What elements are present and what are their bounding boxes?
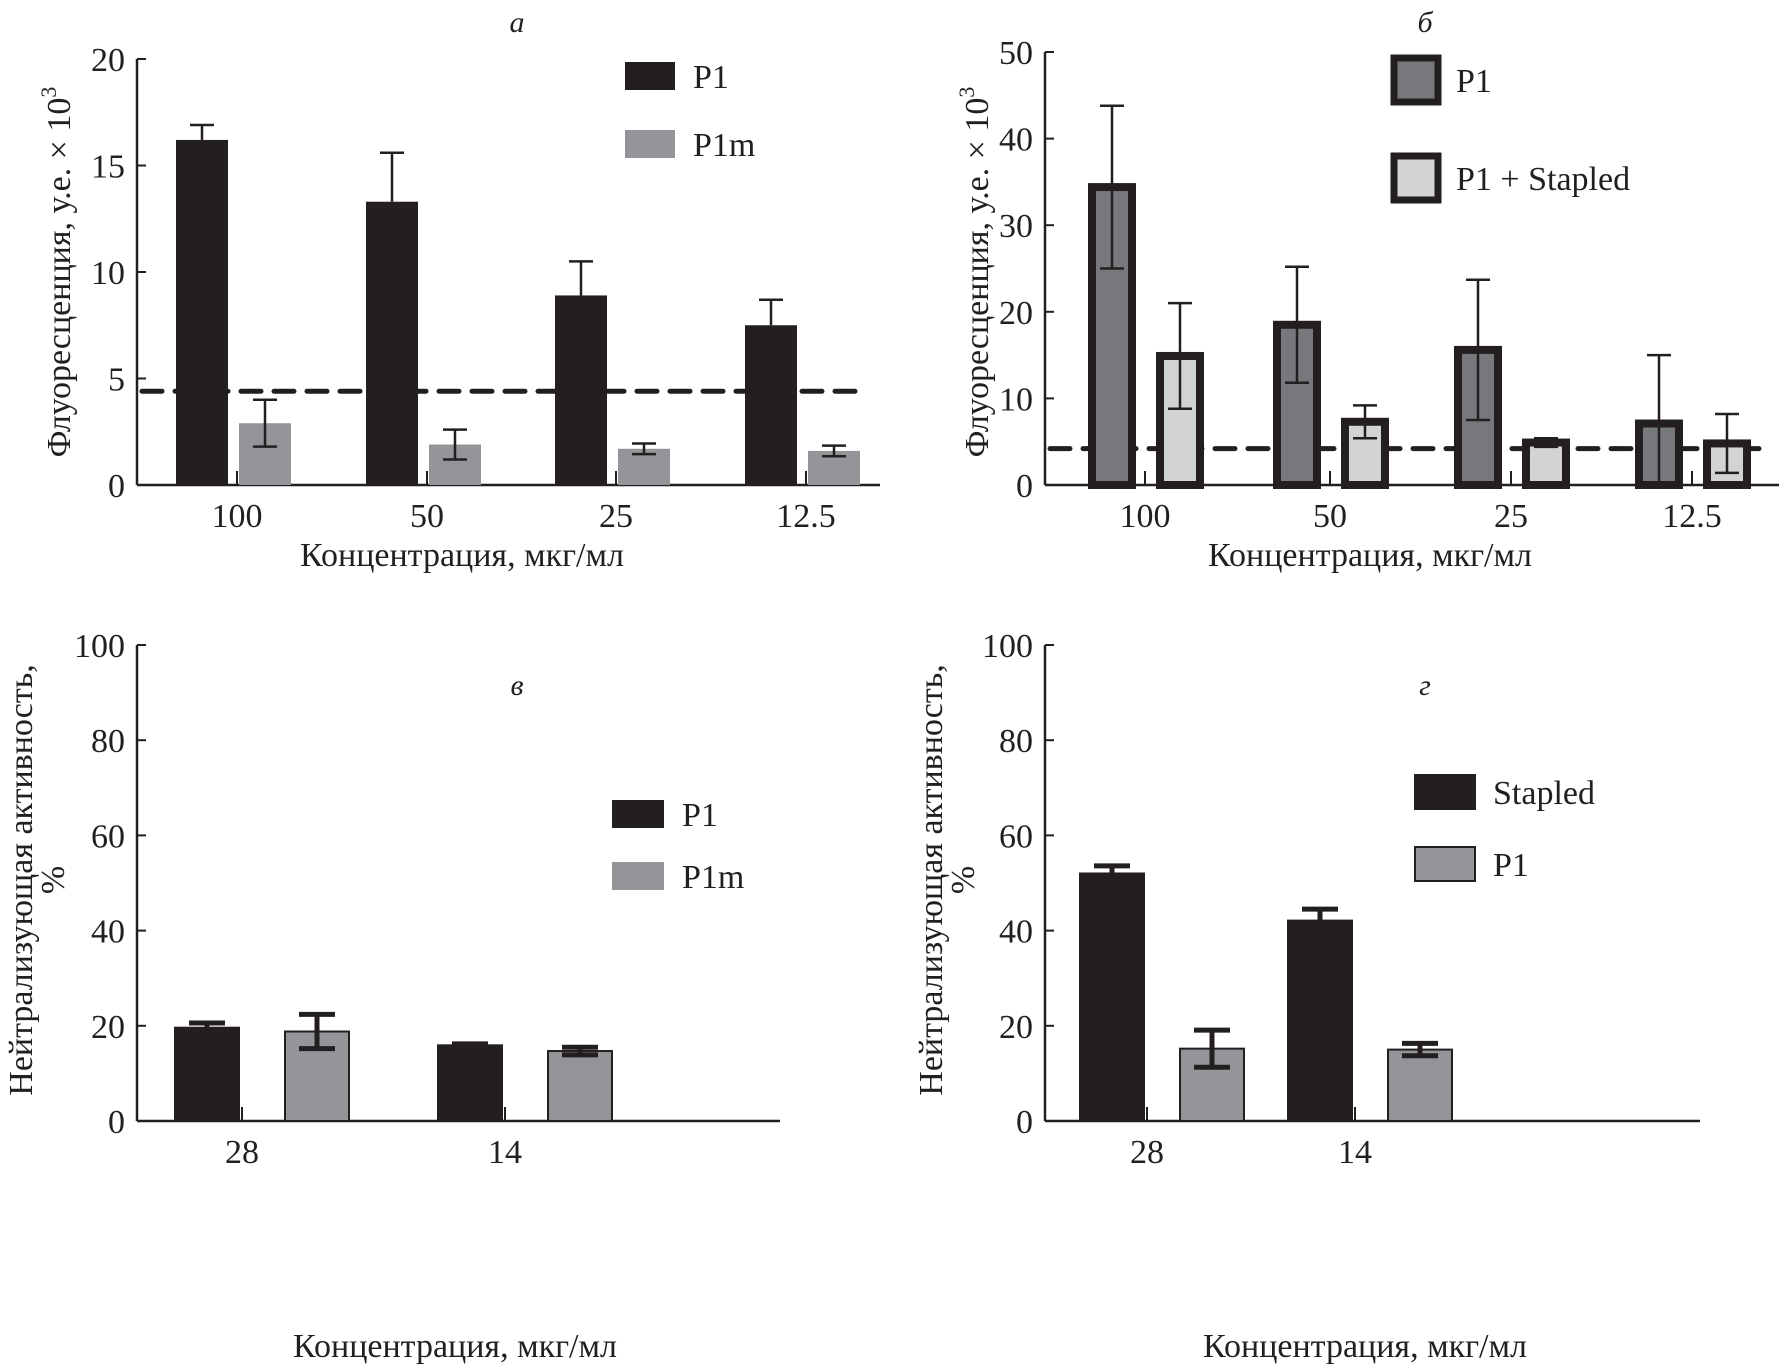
x-tick-label: 100 bbox=[212, 498, 263, 535]
x-tick-label: 28 bbox=[1130, 1134, 1164, 1171]
panel-a-chart: а Флуоресценция, у.е. × 103 Концентрация… bbox=[36, 6, 880, 574]
y-tick-label: 40 bbox=[91, 914, 125, 951]
y-tick-label: 40 bbox=[999, 914, 1033, 951]
y-tick-label: 30 bbox=[999, 208, 1033, 245]
legend-label: P1 bbox=[1456, 63, 1492, 100]
panel-a-letter: а bbox=[510, 6, 525, 39]
panel-b-ylabel-sup: 3 bbox=[954, 87, 979, 98]
bar-p1 bbox=[1273, 320, 1321, 490]
y-tick-label: 5 bbox=[108, 362, 125, 399]
y-tick-label: 20 bbox=[999, 295, 1033, 332]
legend-label: P1 bbox=[682, 797, 718, 834]
y-tick-label: 10 bbox=[999, 381, 1033, 418]
y-tick-label: 80 bbox=[999, 723, 1033, 760]
legend-swatch bbox=[612, 862, 664, 890]
panel-c-chart: в Нейтрализующая активность, % Концентра… bbox=[3, 628, 780, 1365]
x-tick-label: 14 bbox=[1338, 1134, 1372, 1171]
bar-p1 bbox=[1387, 1048, 1453, 1122]
x-tick-label: 12.5 bbox=[1662, 498, 1722, 535]
panel-a-ylabel: Флуоресценция, у.е. × 10 bbox=[41, 98, 78, 458]
svg-text:Флуоресценция, у.е. × 103: Флуоресценция, у.е. × 103 bbox=[36, 87, 78, 458]
legend-swatch bbox=[1390, 54, 1442, 106]
legend-label: P1 bbox=[1493, 847, 1529, 884]
panel-d-y-title: Нейтрализующая активность, % bbox=[913, 664, 982, 1095]
legend-label: P1 + Stapled bbox=[1456, 161, 1630, 198]
legend-label: P1m bbox=[682, 859, 744, 896]
legend-swatch bbox=[625, 62, 675, 90]
panel-b-ylabel: Флуоресценция, у.е. × 10 bbox=[959, 98, 996, 458]
panel-c-y-title: Нейтрализующая активность, % bbox=[3, 664, 72, 1095]
bar-p1-stapled bbox=[1522, 438, 1570, 490]
x-tick-label: 100 bbox=[1120, 498, 1171, 535]
panel-b-plot: 0 10 20 30 40 50 100 50 25 12.5 P1 P1 + Stapled bbox=[999, 35, 1779, 535]
svg-text:Флуоресценция, у.е. × 103: Флуоресценция, у.е. × 103 bbox=[954, 87, 996, 458]
y-tick-label: 100 bbox=[74, 628, 125, 665]
panel-a-plot: 0 5 10 15 20 100 50 25 12.5 P1 P1m bbox=[91, 42, 880, 535]
x-tick-label: 50 bbox=[1313, 498, 1347, 535]
bar-p1 bbox=[366, 201, 418, 485]
panel-c-xlabel: Концентрация, мкг/мл bbox=[293, 1328, 617, 1365]
panel-c-letter: в bbox=[510, 669, 523, 702]
y-tick-label: 40 bbox=[999, 122, 1033, 159]
x-tick-label: 28 bbox=[225, 1134, 259, 1171]
panel-d-plot: 0 20 40 60 80 100 28 14 Stapled P1 bbox=[982, 628, 1700, 1171]
legend-label: P1 bbox=[693, 59, 729, 96]
y-tick-label: 60 bbox=[999, 818, 1033, 855]
y-tick-label: 0 bbox=[108, 468, 125, 505]
y-tick-label: 20 bbox=[91, 1009, 125, 1046]
bar-p1 bbox=[174, 1026, 240, 1122]
bar-p1m bbox=[547, 1050, 613, 1122]
panel-c-ylabel: Нейтрализующая активность, bbox=[3, 664, 40, 1095]
x-tick-label: 14 bbox=[488, 1134, 522, 1171]
y-tick-label: 0 bbox=[1016, 468, 1033, 505]
legend-swatch bbox=[1414, 846, 1476, 882]
bar-stapled bbox=[1287, 919, 1353, 1122]
x-tick-label: 25 bbox=[599, 498, 633, 535]
y-tick-label: 0 bbox=[1016, 1104, 1033, 1141]
panel-d-ylabel: Нейтрализующая активность, bbox=[913, 664, 950, 1095]
bar-stapled bbox=[1079, 872, 1145, 1122]
x-tick-label: 50 bbox=[410, 498, 444, 535]
bar-p1 bbox=[555, 295, 607, 485]
y-tick-label: 60 bbox=[91, 818, 125, 855]
panel-d-chart: г Нейтрализующая активность, % Концентра… bbox=[913, 628, 1700, 1365]
legend-label: Stapled bbox=[1493, 775, 1595, 812]
y-tick-label: 20 bbox=[999, 1009, 1033, 1046]
legend-swatch bbox=[612, 800, 664, 828]
y-tick-label: 100 bbox=[982, 628, 1033, 665]
panel-b-chart: б Флуоресценция, у.е. × 103 Концентрация… bbox=[954, 6, 1779, 574]
bar-p1 bbox=[176, 139, 228, 485]
x-tick-label: 25 bbox=[1494, 498, 1528, 535]
bar-p1 bbox=[745, 325, 797, 485]
legend-swatch bbox=[1414, 774, 1476, 810]
panel-d-xlabel: Концентрация, мкг/мл bbox=[1203, 1328, 1527, 1365]
legend-swatch bbox=[625, 130, 675, 158]
panel-d-ylabel-line2: % bbox=[945, 866, 982, 894]
panel-a-xlabel: Концентрация, мкг/мл bbox=[300, 537, 624, 574]
y-tick-label: 80 bbox=[91, 723, 125, 760]
panel-a-y-title: Флуоресценция, у.е. × 103 bbox=[36, 87, 78, 458]
legend-label: P1m bbox=[693, 127, 755, 164]
y-tick-label: 20 bbox=[91, 42, 125, 79]
legend-swatch bbox=[1390, 152, 1442, 204]
panel-c-ylabel-line2: % bbox=[35, 866, 72, 894]
y-tick-label: 50 bbox=[999, 35, 1033, 72]
panel-c-plot: 0 20 40 60 80 100 28 14 P1 P1m bbox=[74, 628, 780, 1171]
panel-d-letter: г bbox=[1419, 669, 1431, 702]
x-tick-label: 12.5 bbox=[776, 498, 836, 535]
panel-b-xlabel: Концентрация, мкг/мл bbox=[1208, 537, 1532, 574]
panel-a-ylabel-sup: 3 bbox=[36, 87, 61, 98]
y-tick-label: 0 bbox=[108, 1104, 125, 1141]
y-tick-label: 15 bbox=[91, 149, 125, 186]
bar-p1 bbox=[437, 1044, 503, 1123]
panel-b-letter: б bbox=[1417, 6, 1433, 39]
y-tick-label: 10 bbox=[91, 255, 125, 292]
panel-b-y-title: Флуоресценция, у.е. × 103 bbox=[954, 87, 996, 458]
